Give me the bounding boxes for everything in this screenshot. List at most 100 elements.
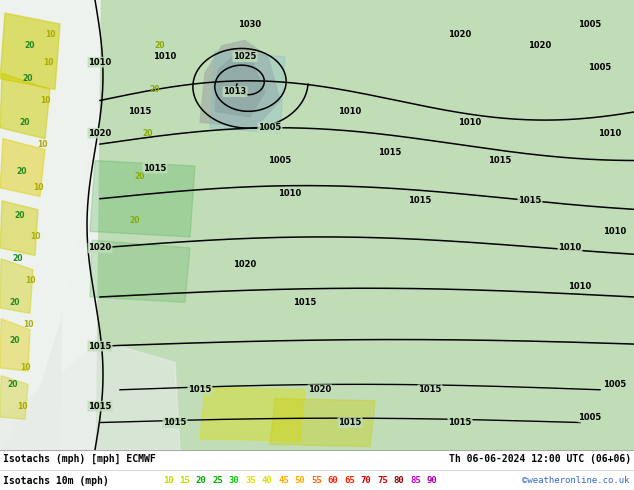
Text: 10: 10 bbox=[42, 58, 53, 67]
Text: 1020: 1020 bbox=[88, 244, 112, 252]
Text: 1015: 1015 bbox=[448, 418, 472, 427]
Text: 1010: 1010 bbox=[153, 52, 177, 61]
Text: 40: 40 bbox=[262, 476, 273, 486]
Polygon shape bbox=[0, 139, 45, 196]
Polygon shape bbox=[210, 51, 285, 133]
Text: 20: 20 bbox=[25, 41, 36, 50]
Text: 1020: 1020 bbox=[308, 385, 332, 394]
Text: 1015: 1015 bbox=[188, 385, 212, 394]
Text: 1025: 1025 bbox=[233, 52, 257, 61]
Text: 1015: 1015 bbox=[128, 107, 152, 116]
Polygon shape bbox=[0, 341, 180, 450]
Text: 1010: 1010 bbox=[604, 227, 626, 236]
Text: 1013: 1013 bbox=[223, 87, 247, 96]
Text: 20: 20 bbox=[196, 476, 207, 486]
Text: 10: 10 bbox=[40, 96, 50, 105]
Text: 10: 10 bbox=[25, 276, 36, 285]
Text: 1005: 1005 bbox=[578, 20, 602, 28]
Text: 20: 20 bbox=[150, 85, 160, 94]
Polygon shape bbox=[0, 259, 33, 313]
Polygon shape bbox=[90, 161, 195, 237]
Text: 10: 10 bbox=[163, 476, 173, 486]
Text: 20: 20 bbox=[10, 336, 20, 345]
Text: 1015: 1015 bbox=[339, 418, 361, 427]
Text: 1015: 1015 bbox=[519, 196, 541, 205]
Polygon shape bbox=[0, 375, 28, 419]
Text: 1020: 1020 bbox=[448, 30, 472, 39]
Text: 1015: 1015 bbox=[418, 385, 442, 394]
Text: 1015: 1015 bbox=[164, 418, 186, 427]
Polygon shape bbox=[270, 398, 375, 446]
Text: 30: 30 bbox=[229, 476, 240, 486]
Text: 15: 15 bbox=[179, 476, 190, 486]
Text: 1010: 1010 bbox=[598, 129, 621, 138]
Text: 10: 10 bbox=[23, 320, 33, 329]
Text: 1005: 1005 bbox=[268, 156, 292, 165]
Text: 1015: 1015 bbox=[488, 156, 512, 165]
Polygon shape bbox=[0, 13, 60, 90]
Polygon shape bbox=[0, 0, 634, 450]
Text: 1005: 1005 bbox=[604, 380, 626, 389]
Text: 1015: 1015 bbox=[88, 342, 112, 351]
Text: 20: 20 bbox=[15, 211, 25, 220]
Text: 35: 35 bbox=[245, 476, 256, 486]
Text: 1010: 1010 bbox=[339, 107, 361, 116]
Polygon shape bbox=[0, 319, 30, 371]
Text: 20: 20 bbox=[155, 41, 165, 50]
Text: 45: 45 bbox=[278, 476, 289, 486]
Text: 20: 20 bbox=[13, 254, 23, 263]
Text: 10: 10 bbox=[37, 140, 48, 148]
Text: 80: 80 bbox=[394, 476, 404, 486]
Text: 1010: 1010 bbox=[278, 189, 302, 198]
Text: 1020: 1020 bbox=[88, 129, 112, 138]
Text: 55: 55 bbox=[311, 476, 322, 486]
Polygon shape bbox=[200, 388, 305, 441]
Text: 1005: 1005 bbox=[259, 123, 281, 132]
Text: 85: 85 bbox=[410, 476, 421, 486]
Text: 1015: 1015 bbox=[294, 298, 317, 307]
Polygon shape bbox=[215, 54, 265, 117]
Text: 10: 10 bbox=[45, 30, 55, 39]
Text: 90: 90 bbox=[427, 476, 437, 486]
Text: 20: 20 bbox=[23, 74, 33, 83]
Text: 1005: 1005 bbox=[588, 63, 612, 72]
Text: 25: 25 bbox=[212, 476, 223, 486]
Text: 20: 20 bbox=[130, 216, 140, 225]
Text: 10: 10 bbox=[33, 183, 43, 192]
Polygon shape bbox=[0, 73, 50, 139]
Text: 1010: 1010 bbox=[568, 282, 592, 291]
Polygon shape bbox=[0, 201, 38, 255]
Text: 20: 20 bbox=[16, 167, 27, 176]
Text: 65: 65 bbox=[344, 476, 355, 486]
Text: 1015: 1015 bbox=[408, 196, 432, 205]
Text: Isotachs 10m (mph): Isotachs 10m (mph) bbox=[3, 476, 109, 486]
Text: 1020: 1020 bbox=[528, 41, 552, 50]
Text: ©weatheronline.co.uk: ©weatheronline.co.uk bbox=[522, 476, 629, 486]
Text: 20: 20 bbox=[135, 172, 145, 181]
Text: 1015: 1015 bbox=[378, 148, 402, 157]
Text: 20: 20 bbox=[20, 118, 30, 127]
Text: 20: 20 bbox=[8, 380, 18, 389]
Polygon shape bbox=[0, 0, 100, 450]
Polygon shape bbox=[0, 0, 65, 450]
Text: Isotachs (mph) [mph] ECMWF: Isotachs (mph) [mph] ECMWF bbox=[3, 454, 156, 464]
Text: 1010: 1010 bbox=[458, 118, 482, 127]
Text: 75: 75 bbox=[377, 476, 388, 486]
Polygon shape bbox=[200, 40, 280, 128]
Text: 1030: 1030 bbox=[238, 20, 262, 28]
Text: 1005: 1005 bbox=[578, 413, 602, 421]
Text: 60: 60 bbox=[328, 476, 339, 486]
Text: 10: 10 bbox=[30, 232, 40, 242]
Text: Th 06-06-2024 12:00 UTC (06+06): Th 06-06-2024 12:00 UTC (06+06) bbox=[449, 454, 631, 464]
Text: 1015: 1015 bbox=[143, 164, 167, 172]
Text: 10: 10 bbox=[16, 402, 27, 411]
Text: 20: 20 bbox=[143, 129, 153, 138]
Text: 50: 50 bbox=[295, 476, 306, 486]
Text: 70: 70 bbox=[361, 476, 372, 486]
Text: 1015: 1015 bbox=[88, 402, 112, 411]
Text: 1010: 1010 bbox=[88, 58, 112, 67]
Polygon shape bbox=[0, 0, 90, 450]
Text: 1020: 1020 bbox=[233, 260, 257, 269]
Text: 20: 20 bbox=[10, 298, 20, 307]
Text: 10: 10 bbox=[20, 364, 30, 372]
